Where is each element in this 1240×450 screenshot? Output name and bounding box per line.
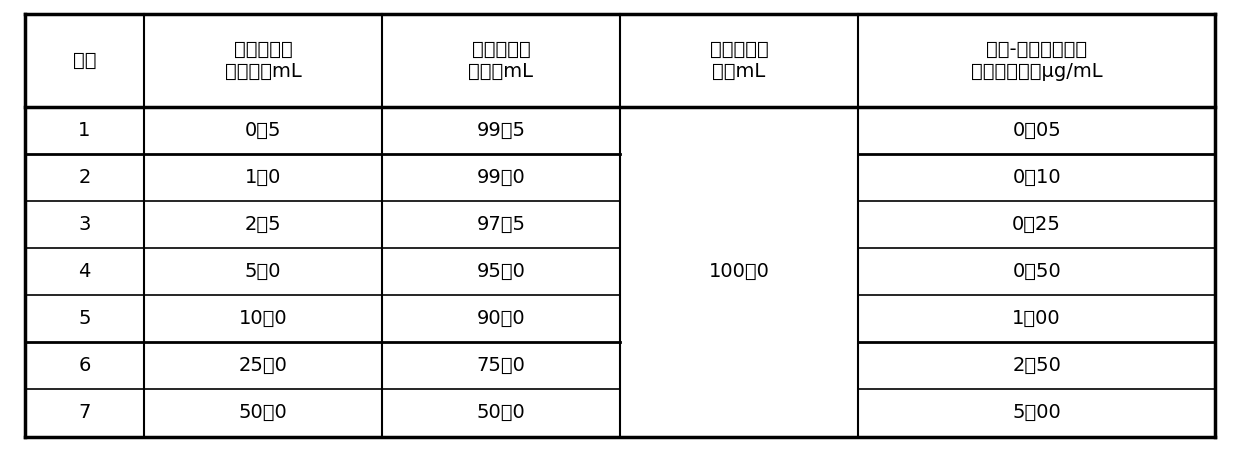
Bar [858, 248, 1215, 295]
Text: 2．50: 2．50 [1012, 356, 1061, 375]
Bar [382, 14, 620, 107]
Bar [620, 342, 858, 389]
Bar [144, 342, 382, 389]
Text: 0．50: 0．50 [1012, 262, 1061, 281]
Bar [382, 248, 620, 295]
Bar [620, 389, 858, 436]
Text: 100．0: 100．0 [708, 262, 770, 281]
Text: 基质-丙硫菌唑标准
工作液浓度，μg/mL: 基质-丙硫菌唑标准 工作液浓度，μg/mL [971, 40, 1102, 81]
Bar [620, 201, 858, 248]
Bar [382, 389, 620, 436]
Bar [620, 14, 858, 107]
Text: 1: 1 [78, 121, 91, 140]
Bar [144, 154, 382, 201]
Bar [382, 342, 620, 389]
Text: 6: 6 [78, 356, 91, 375]
Text: 0．5: 0．5 [244, 121, 281, 140]
Text: 2: 2 [78, 168, 91, 187]
Text: 4: 4 [78, 262, 91, 281]
Text: 99．5: 99．5 [476, 121, 526, 140]
Bar [25, 248, 144, 295]
Text: 2．5: 2．5 [244, 215, 281, 234]
Bar [620, 248, 858, 295]
Text: 75．0: 75．0 [476, 356, 526, 375]
Text: 50．0: 50．0 [476, 404, 526, 423]
Bar [382, 295, 620, 342]
Bar [858, 107, 1215, 154]
Bar [620, 154, 858, 201]
Bar [25, 342, 144, 389]
Text: 5: 5 [78, 309, 91, 328]
Text: 97．5: 97．5 [476, 215, 526, 234]
Bar [144, 295, 382, 342]
Text: 5．00: 5．00 [1012, 404, 1061, 423]
Bar [382, 154, 620, 201]
Text: 50．0: 50．0 [238, 404, 288, 423]
Bar [858, 201, 1215, 248]
Bar [144, 107, 382, 154]
Bar [858, 342, 1215, 389]
Text: 0．25: 0．25 [1012, 215, 1061, 234]
Bar [25, 154, 144, 201]
Text: 编号: 编号 [73, 50, 95, 70]
Text: 99．0: 99．0 [476, 168, 526, 187]
Text: 5．0: 5．0 [244, 262, 281, 281]
Text: 1．0: 1．0 [244, 168, 281, 187]
Text: 3: 3 [78, 215, 91, 234]
Text: 95．0: 95．0 [476, 262, 526, 281]
Text: 0．10: 0．10 [1012, 168, 1061, 187]
Bar [144, 248, 382, 295]
Text: 90．0: 90．0 [476, 309, 526, 328]
Text: 0．05: 0．05 [1012, 121, 1061, 140]
Bar [620, 107, 858, 154]
Text: 基质溶液加
样量，mL: 基质溶液加 样量，mL [469, 40, 533, 81]
Bar [620, 295, 858, 342]
Bar [858, 154, 1215, 201]
Bar [858, 295, 1215, 342]
Bar [25, 14, 144, 107]
Text: 标准中间液
加样量，mL: 标准中间液 加样量，mL [224, 40, 301, 81]
Bar [144, 14, 382, 107]
Bar [382, 107, 620, 154]
Bar [382, 201, 620, 248]
Bar [858, 389, 1215, 436]
Bar [144, 389, 382, 436]
Bar [144, 201, 382, 248]
Text: 1．00: 1．00 [1012, 309, 1061, 328]
Text: 待测样液体
积，mL: 待测样液体 积，mL [709, 40, 769, 81]
Text: 7: 7 [78, 404, 91, 423]
Bar [25, 295, 144, 342]
Text: 10．0: 10．0 [238, 309, 288, 328]
Bar [25, 201, 144, 248]
Bar [25, 107, 144, 154]
Bar [25, 389, 144, 436]
Bar [858, 14, 1215, 107]
Text: 25．0: 25．0 [238, 356, 288, 375]
